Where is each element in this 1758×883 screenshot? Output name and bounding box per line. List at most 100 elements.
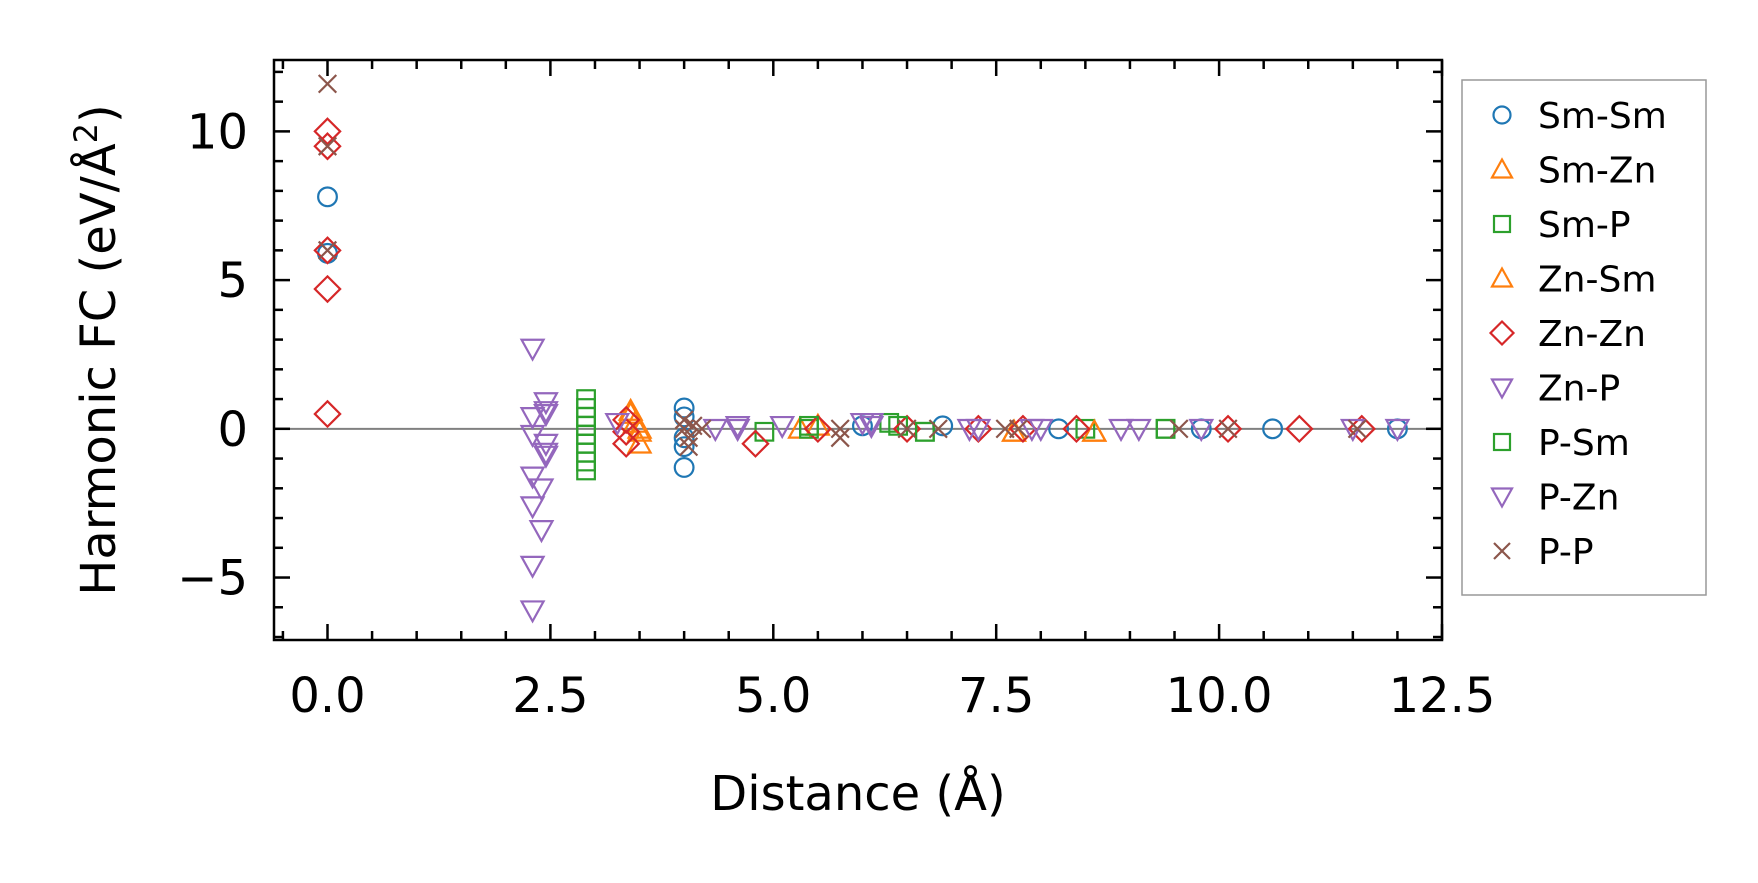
data-point <box>1108 418 1134 443</box>
data-point <box>858 412 885 437</box>
legend-marker <box>1488 319 1516 347</box>
legend-label: P-P <box>1538 532 1594 573</box>
legend: Sm-Sm Sm-Zn Sm-P Zn-Sm Zn-Zn Zn-P P-Sm P-Zn P-P <box>1461 79 1707 596</box>
data-point <box>519 496 546 520</box>
data-point <box>679 437 699 457</box>
y-tick-label: 5 <box>217 253 248 309</box>
legend-marker <box>1490 487 1514 509</box>
legend-marker <box>1493 542 1511 560</box>
data-point <box>674 410 694 430</box>
data-point <box>1384 418 1411 443</box>
data-point <box>313 132 342 161</box>
legend-label: Zn-Sm <box>1538 260 1656 301</box>
data-point <box>673 457 695 478</box>
data-point <box>611 429 641 458</box>
data-point <box>1169 419 1189 439</box>
data-point <box>611 417 641 447</box>
legend-label: Zn-P <box>1538 369 1620 410</box>
data-point <box>533 404 559 428</box>
data-point <box>673 436 695 458</box>
data-point <box>519 338 546 362</box>
y-tick-label: 0 <box>217 402 248 458</box>
legend-marker <box>1492 105 1512 125</box>
legend-label: Sm-Sm <box>1538 96 1667 137</box>
data-point <box>519 466 546 490</box>
legend-label: Sm-Zn <box>1538 151 1656 192</box>
data-point <box>1213 414 1243 444</box>
data-point <box>803 414 833 444</box>
series-p-sm <box>799 415 1176 442</box>
data-point <box>1188 418 1215 443</box>
data-point <box>830 428 850 448</box>
data-point <box>1285 414 1314 444</box>
data-point <box>533 445 559 469</box>
data-point <box>1081 418 1108 442</box>
data-point <box>519 555 546 579</box>
data-point <box>702 418 729 443</box>
data-point <box>897 419 917 439</box>
legend-label: P-Sm <box>1538 423 1630 464</box>
data-point <box>317 74 338 94</box>
data-point <box>519 600 546 624</box>
series-p-zn <box>533 401 1152 469</box>
data-point <box>317 136 338 156</box>
data-point <box>1125 418 1152 443</box>
series-sm-p <box>576 389 1176 481</box>
legend-label: Zn-Zn <box>1538 314 1646 355</box>
data-point <box>1262 418 1284 440</box>
data-point <box>858 415 885 440</box>
data-point <box>914 421 935 442</box>
data-point <box>528 478 555 502</box>
x-tick-label: 5.0 <box>735 668 811 724</box>
data-point <box>1062 414 1091 444</box>
data-point <box>533 401 559 425</box>
legend-marker <box>1492 214 1512 234</box>
series-zn-p <box>519 338 1411 624</box>
data-point <box>673 406 695 428</box>
x-tick-label: 0.0 <box>289 668 365 724</box>
data-point <box>313 274 342 304</box>
y-tick-label: −5 <box>177 551 248 607</box>
data-point <box>799 415 819 436</box>
data-point <box>317 186 338 208</box>
axis-ticks: 0.0 2.5 5.0 7.5 10.0 12.5 −5 0 5 10 <box>177 60 1495 724</box>
data-point <box>914 421 935 442</box>
data-point <box>692 419 712 439</box>
data-point <box>995 419 1015 439</box>
x-tick-label: 2.5 <box>512 668 588 724</box>
data-point <box>754 421 775 442</box>
data-point <box>528 520 555 544</box>
y-axis-label: Harmonic FC (eV/Å2) <box>67 104 127 596</box>
data-point <box>1018 418 1045 443</box>
data-point <box>1347 419 1367 439</box>
series-p-p <box>317 74 1367 457</box>
legend-marker <box>1490 266 1514 288</box>
data-point <box>313 117 342 146</box>
data-point <box>576 460 596 481</box>
data-point <box>313 399 342 429</box>
data-point <box>724 418 751 443</box>
x-tick-label: 12.5 <box>1389 668 1496 724</box>
y-tick-label: 10 <box>187 104 248 160</box>
series-zn-zn <box>313 117 1376 458</box>
data-markers <box>313 74 1411 624</box>
data-point <box>626 418 653 442</box>
data-point <box>741 429 770 458</box>
data-point <box>317 242 338 264</box>
data-point <box>317 240 338 260</box>
legend-marker <box>1492 432 1512 452</box>
data-point <box>956 418 983 443</box>
data-point <box>724 415 751 440</box>
data-point <box>1048 418 1070 440</box>
legend-label: Sm-P <box>1538 205 1631 246</box>
plot-frame <box>272 58 1444 642</box>
data-point <box>626 430 653 454</box>
data-point <box>313 236 342 265</box>
x-tick-label: 10.0 <box>1166 668 1273 724</box>
data-point <box>533 442 559 466</box>
data-point <box>769 415 796 440</box>
data-point <box>830 419 850 439</box>
legend-box <box>1461 79 1707 596</box>
x-tick-label: 7.5 <box>958 668 1034 724</box>
